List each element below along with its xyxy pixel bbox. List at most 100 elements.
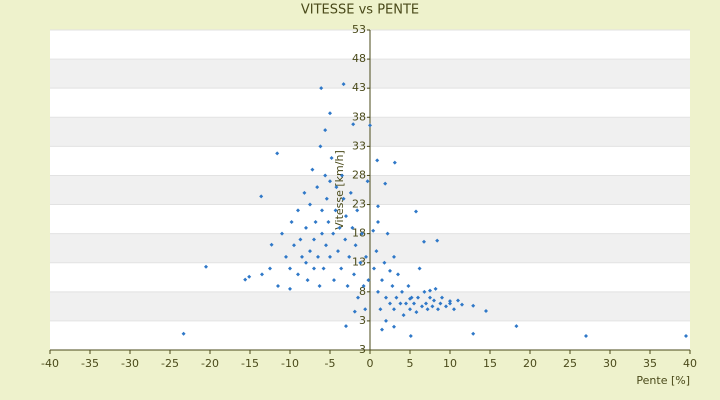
- data-point: [414, 310, 419, 315]
- data-point: [347, 254, 352, 259]
- data-point: [428, 288, 432, 293]
- y-tick-label: 33: [352, 139, 366, 152]
- data-point: [323, 128, 328, 133]
- data-point: [444, 304, 448, 309]
- data-point: [243, 277, 248, 282]
- x-tick-label: 15: [483, 357, 497, 370]
- data-point: [313, 220, 318, 224]
- data-point: [352, 309, 357, 314]
- data-point: [333, 208, 338, 213]
- data-point: [308, 202, 312, 207]
- data-point: [340, 173, 344, 178]
- data-point: [310, 167, 315, 172]
- data-point: [334, 185, 339, 190]
- x-tick-label: 10: [443, 357, 457, 370]
- data-point: [181, 331, 186, 336]
- data-point: [302, 190, 307, 195]
- x-tick-label: 20: [523, 357, 537, 370]
- data-point: [328, 111, 332, 116]
- x-tick-label: -5: [325, 357, 336, 370]
- data-point: [350, 225, 355, 230]
- data-point: [430, 304, 435, 309]
- y-tick-label: 8: [359, 285, 366, 298]
- data-point: [337, 225, 342, 230]
- x-tick-label: 30: [603, 357, 617, 370]
- data-point: [328, 179, 332, 184]
- data-point: [288, 286, 292, 291]
- data-point: [684, 334, 688, 339]
- data-point: [259, 194, 264, 199]
- data-point: [432, 298, 436, 303]
- y-tick-label: 23: [352, 198, 366, 211]
- data-point: [376, 204, 380, 209]
- data-point: [440, 295, 444, 300]
- data-point: [276, 284, 280, 288]
- data-point: [328, 254, 332, 259]
- data-point: [280, 231, 284, 236]
- data-point: [382, 260, 387, 265]
- data-point: [406, 284, 411, 288]
- data-point: [331, 231, 336, 236]
- data-point: [388, 301, 392, 306]
- data-point: [422, 239, 426, 244]
- data-point: [412, 301, 416, 306]
- data-point: [396, 272, 400, 277]
- data-point: [268, 266, 272, 271]
- x-tick-label: -20: [201, 357, 219, 370]
- data-point: [383, 181, 388, 186]
- data-point: [348, 190, 353, 195]
- data-point: [409, 295, 414, 300]
- y-tick-label: 53: [352, 23, 366, 36]
- x-tick-label: 25: [563, 357, 577, 370]
- data-point: [343, 237, 348, 242]
- data-point: [452, 307, 456, 312]
- data-point: [436, 307, 440, 312]
- data-point: [394, 295, 399, 300]
- data-point: [332, 278, 336, 283]
- data-point: [376, 289, 380, 294]
- x-tick-label: 0: [367, 357, 374, 370]
- data-point: [435, 238, 440, 243]
- data-point: [360, 231, 364, 236]
- x-axis-label: Pente [%]: [636, 374, 690, 387]
- data-point: [375, 158, 380, 163]
- data-point: [365, 179, 370, 184]
- data-point: [424, 301, 428, 306]
- data-point: [401, 313, 406, 318]
- data-point: [296, 272, 300, 277]
- data-point: [312, 266, 316, 271]
- x-tick-label: -35: [81, 357, 99, 370]
- data-point: [392, 254, 396, 259]
- y-tick-label: 3: [359, 314, 366, 327]
- data-point: [392, 307, 396, 312]
- data-point: [408, 334, 413, 339]
- data-point: [363, 307, 368, 312]
- data-point: [355, 208, 360, 213]
- data-point: [456, 298, 460, 303]
- data-point: [292, 243, 296, 248]
- x-tick-label: -10: [281, 357, 299, 370]
- y-axis-label: Vitesse [km/h]: [333, 150, 346, 230]
- y-tick-label: 43: [352, 81, 366, 94]
- data-point: [448, 301, 452, 306]
- data-point: [304, 260, 308, 265]
- data-point: [344, 324, 348, 329]
- data-point: [323, 173, 328, 178]
- data-point: [352, 272, 356, 277]
- x-tick-label: 35: [643, 357, 657, 370]
- data-point: [448, 299, 452, 304]
- data-point: [353, 243, 358, 248]
- data-point: [428, 295, 432, 300]
- x-tick-label: -40: [41, 357, 59, 370]
- data-point: [385, 231, 390, 236]
- data-point: [364, 254, 368, 259]
- x-tick-label: 40: [683, 357, 697, 370]
- data-point: [404, 301, 408, 306]
- data-point: [388, 268, 392, 273]
- data-point: [315, 185, 320, 190]
- data-point: [317, 284, 322, 288]
- data-point: [341, 196, 346, 201]
- data-point: [471, 303, 476, 308]
- data-point: [392, 160, 397, 165]
